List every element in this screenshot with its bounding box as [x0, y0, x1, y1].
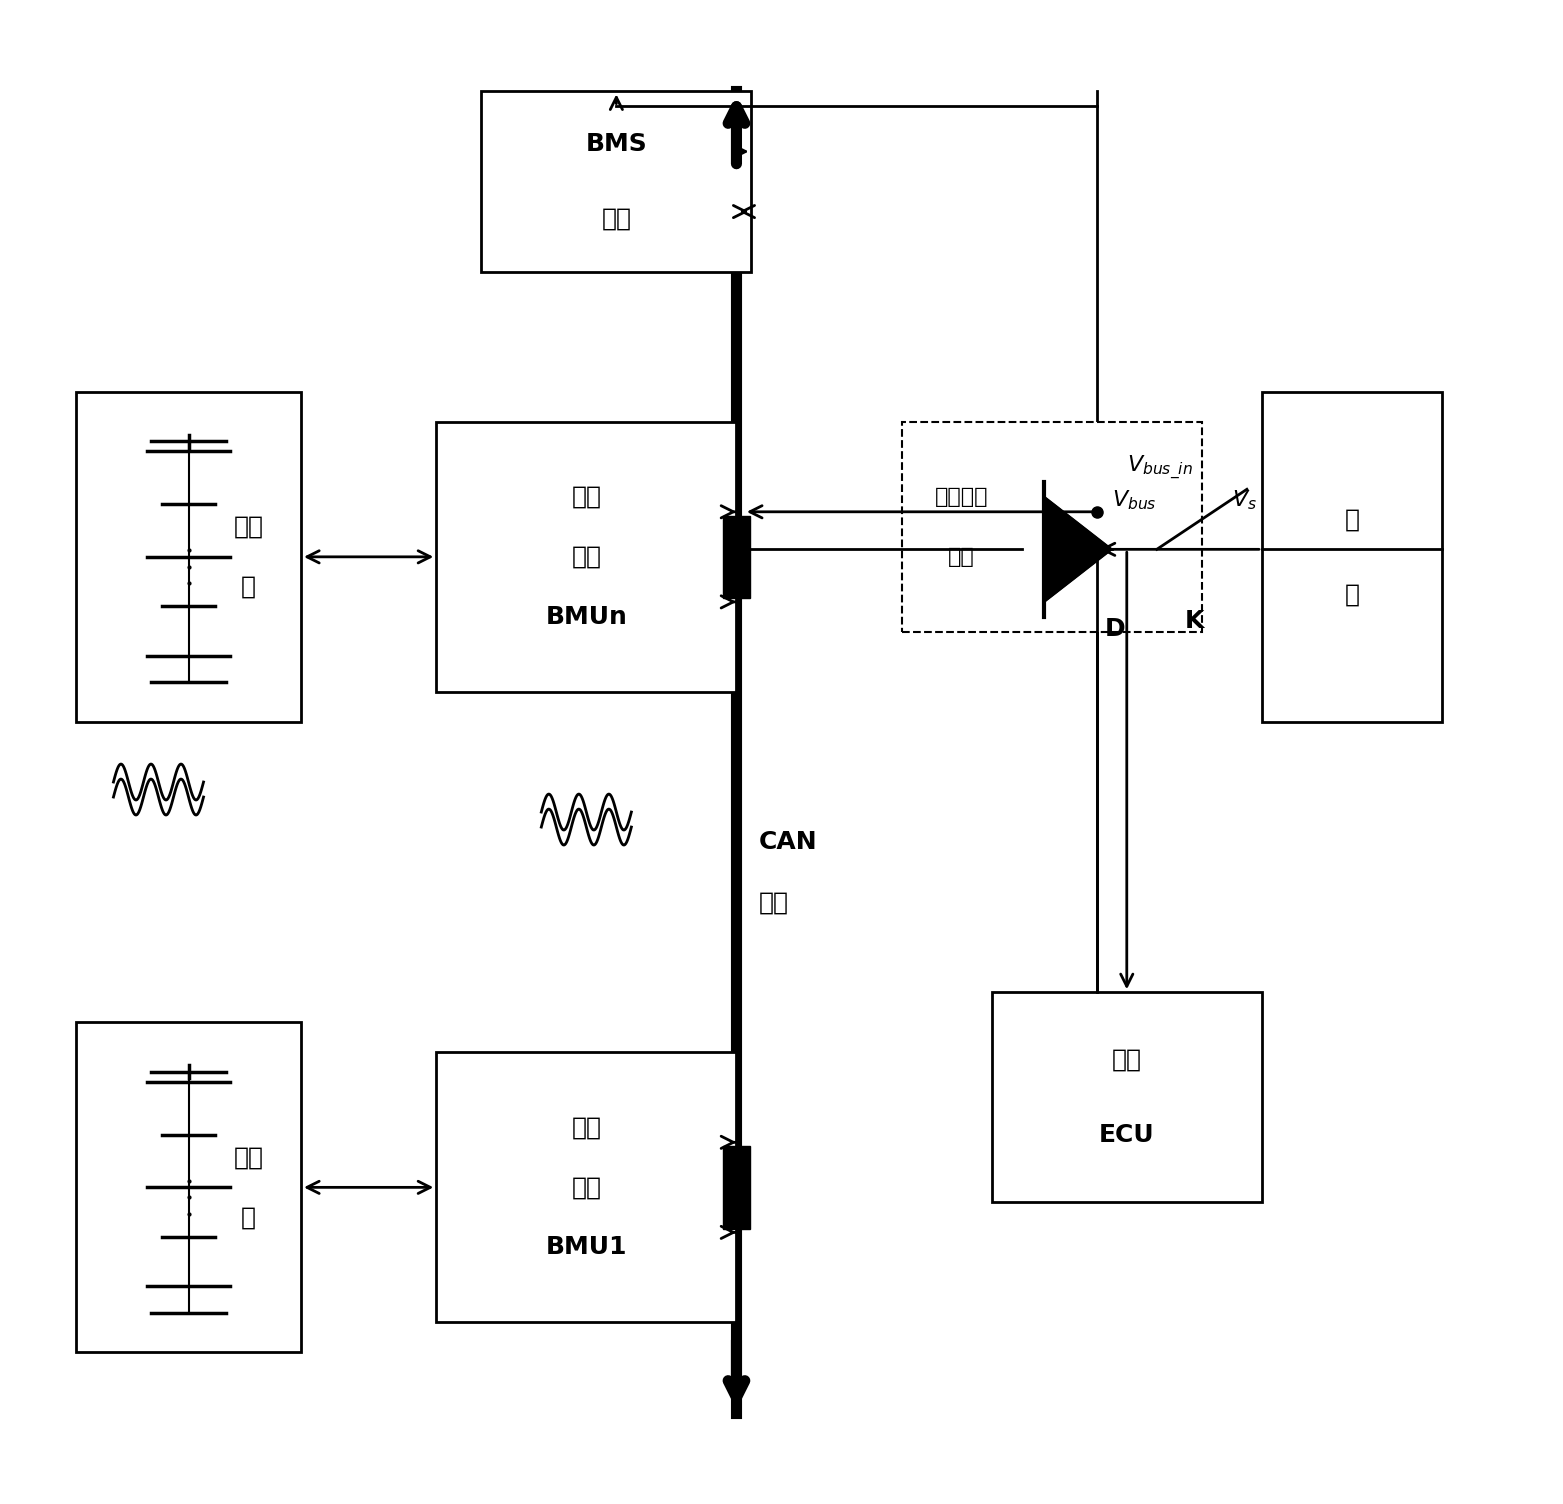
- Text: 单向导电: 单向导电: [935, 487, 988, 507]
- Text: BMUn: BMUn: [545, 605, 627, 629]
- Text: 其他: 其他: [1111, 1048, 1143, 1072]
- Bar: [481, 92, 752, 272]
- Text: BMS: BMS: [586, 132, 647, 156]
- Bar: [991, 993, 1261, 1202]
- Bar: [902, 421, 1202, 632]
- Text: K: K: [1185, 609, 1204, 633]
- Text: ECU: ECU: [1099, 1123, 1155, 1148]
- Polygon shape: [1044, 496, 1111, 602]
- Bar: [77, 391, 302, 722]
- Bar: [77, 1023, 302, 1352]
- Text: 主动: 主动: [572, 484, 602, 508]
- Text: 箱: 箱: [241, 1205, 256, 1229]
- Text: BMU1: BMU1: [545, 1235, 627, 1259]
- Text: $V_{bus}$: $V_{bus}$: [1111, 489, 1157, 511]
- Text: 电池: 电池: [233, 514, 264, 538]
- Bar: [1261, 391, 1443, 722]
- Text: 主动: 主动: [572, 1116, 602, 1140]
- Text: 源: 源: [1344, 582, 1360, 606]
- Text: 电: 电: [1344, 507, 1360, 531]
- Text: $V_s$: $V_s$: [1232, 489, 1257, 511]
- Bar: [724, 1146, 750, 1229]
- Bar: [724, 516, 750, 599]
- Text: 元件: 元件: [949, 547, 975, 567]
- Text: 均衡: 均衡: [572, 544, 602, 569]
- Text: 均衡: 均衡: [572, 1175, 602, 1199]
- Text: 箱: 箱: [241, 575, 256, 599]
- Text: 电池: 电池: [233, 1146, 264, 1169]
- Text: 主控: 主控: [602, 208, 631, 232]
- Text: 总线: 总线: [760, 890, 789, 914]
- Text: $V_{bus\_in}$: $V_{bus\_in}$: [1127, 453, 1193, 481]
- Bar: [436, 1053, 736, 1322]
- Bar: [436, 421, 736, 692]
- Text: CAN: CAN: [760, 830, 817, 854]
- Text: D: D: [1105, 617, 1125, 641]
